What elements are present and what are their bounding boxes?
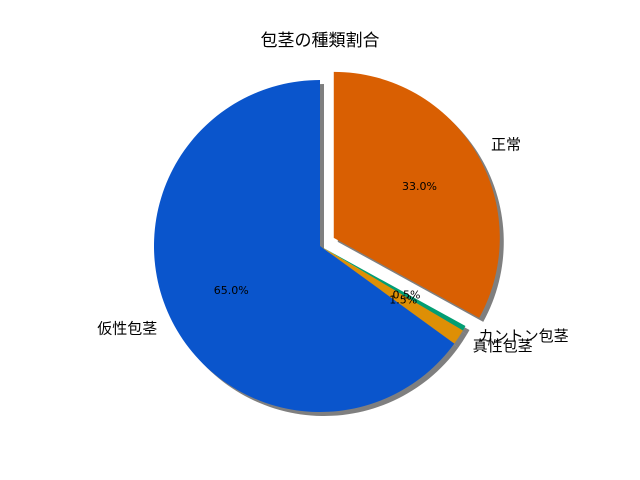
- slice-percent-label: 0.5%: [393, 288, 421, 301]
- pie-slice: [320, 246, 463, 344]
- pie-slice: [333, 71, 500, 318]
- pie-slice: [320, 246, 466, 331]
- pie-slice-layer: [153, 71, 500, 412]
- slice-percent-label: 1.5%: [389, 294, 417, 307]
- slice-label: 仮性包茎: [97, 319, 157, 337]
- chart-title: 包茎の種類割合: [260, 31, 380, 51]
- slice-label: 正常: [491, 135, 521, 153]
- slice-percent-label: 65.0%: [214, 284, 249, 297]
- slice-label: カントン包茎: [479, 327, 569, 345]
- pie-label-layer: 正常 33.0% カントン包茎 0.5% 真性包茎 1.5% 仮性包茎 65.0%: [97, 135, 568, 354]
- pie-slice: [153, 79, 455, 412]
- slice-label: 真性包茎: [473, 337, 533, 355]
- slice-percent-label: 33.0%: [402, 180, 437, 193]
